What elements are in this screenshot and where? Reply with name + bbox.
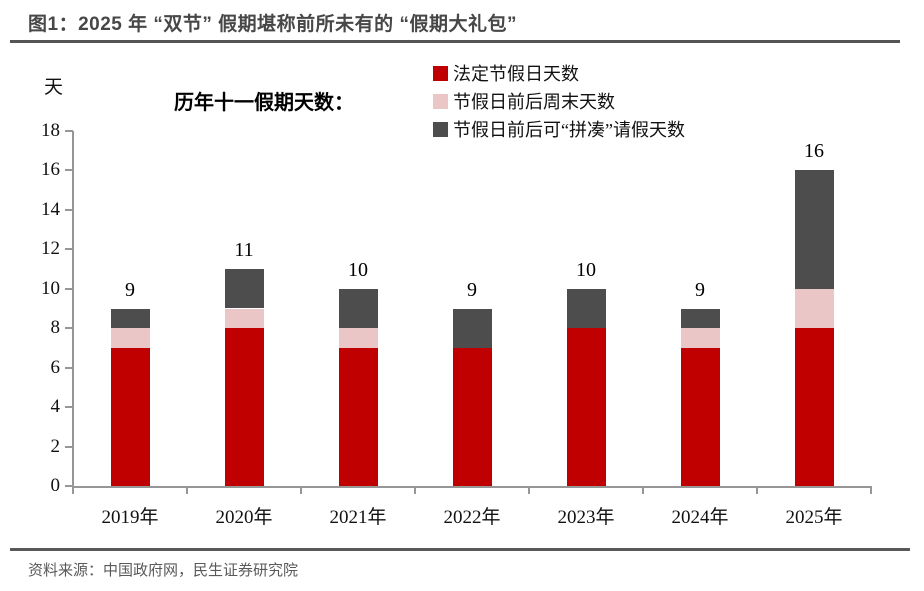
x-axis-tick (186, 486, 188, 494)
x-axis-category-label: 2025年 (785, 507, 843, 528)
x-axis-tick (642, 486, 644, 494)
bar-segment (452, 347, 492, 486)
y-axis-tick (65, 327, 73, 330)
x-axis-tick (528, 486, 530, 494)
x-axis-category-label: 2023年 (557, 507, 615, 528)
figure-title: 图1：2025 年 “双节” 假期堪称前所未有的 “假期大礼包” (28, 14, 517, 35)
bar-segment (680, 308, 720, 329)
legend-label: 节假日前后周末天数 (453, 92, 615, 112)
bar-segment (224, 269, 264, 309)
legend: 法定节假日天数节假日前后周末天数节假日前后可“拼凑”请假天数 (433, 62, 685, 146)
y-axis-tick (65, 406, 73, 409)
x-axis-category-label: 2019年 (101, 507, 159, 528)
bar-total-label: 9 (695, 278, 705, 301)
bar-segment (794, 288, 834, 329)
bar-total-label: 11 (234, 239, 254, 262)
x-axis-tick (72, 486, 74, 494)
y-axis-tick-label: 6 (50, 356, 61, 378)
legend-item: 法定节假日天数 (433, 62, 685, 84)
y-axis-tick (65, 208, 73, 211)
x-axis-tick (870, 486, 872, 494)
y-axis-tick-label: 10 (41, 277, 60, 299)
bar-segment (338, 347, 378, 486)
x-axis-category-label: 2021年 (329, 507, 387, 528)
footer-rule (10, 548, 910, 551)
bar-total-label: 9 (125, 278, 135, 301)
bar-segment (224, 328, 264, 486)
y-axis-tick-label: 12 (41, 238, 60, 260)
y-axis-tick (65, 485, 73, 487)
bar-segment (566, 288, 606, 329)
bar-segment (338, 328, 378, 348)
legend-swatch-icon (433, 93, 448, 109)
title-underline (10, 40, 900, 43)
x-axis-category-label: 2022年 (443, 507, 501, 528)
legend-item: 节假日前后可“拼凑”请假天数 (433, 118, 685, 140)
bar-segment (452, 308, 492, 348)
x-axis-tick (300, 486, 302, 494)
plot-area: 0 2 4 6 8 10 12 14 16 18 9 2019年 11 2020年 10 2021年 9 2022… (41, 120, 872, 528)
bar-total-label: 10 (348, 258, 368, 281)
legend-swatch-icon (433, 121, 448, 137)
y-axis-tick (65, 287, 73, 290)
bar-total-label: 10 (576, 258, 596, 281)
bar-segment (338, 288, 378, 329)
y-axis-tick-label: 16 (41, 159, 60, 181)
bar-total-label: 16 (804, 140, 824, 163)
x-axis-category-label: 2024年 (671, 507, 729, 528)
bar-segment (224, 308, 264, 329)
y-axis-line (72, 131, 74, 486)
bar-segment (566, 328, 606, 486)
bar-segment (680, 347, 720, 486)
y-axis-tick (65, 169, 73, 172)
chart-subtitle: 历年十一假期天数： (174, 92, 354, 114)
y-axis-tick-label: 4 (50, 396, 61, 418)
legend-item: 节假日前后周末天数 (433, 90, 685, 112)
bar-segment (110, 347, 150, 486)
y-axis-tick (65, 130, 73, 132)
x-axis-line (72, 486, 871, 488)
legend-label: 法定节假日天数 (453, 64, 579, 84)
y-axis-tick (65, 248, 73, 251)
bar-segment (794, 328, 834, 486)
y-axis-tick-label: 0 (50, 475, 61, 496)
bar-segment (110, 308, 150, 329)
bar-segment (110, 328, 150, 348)
y-axis-unit-label: 天 (44, 77, 64, 98)
bar-segment (680, 328, 720, 348)
x-axis-category-label: 2020年 (215, 507, 273, 528)
x-axis-tick (756, 486, 758, 494)
y-axis-tick (65, 445, 73, 448)
y-axis-tick (65, 366, 73, 369)
y-axis-tick-label: 8 (50, 317, 61, 339)
bar-segment (794, 170, 834, 289)
legend-swatch-icon (433, 65, 448, 81)
x-axis-tick (414, 486, 416, 494)
y-axis-tick-label: 14 (41, 198, 60, 220)
legend-label: 节假日前后可“拼凑”请假天数 (453, 120, 685, 140)
bar-total-label: 9 (467, 278, 477, 301)
y-axis-tick-label: 18 (41, 120, 60, 141)
source-note: 资料来源：中国政府网，民生证券研究院 (28, 562, 299, 579)
y-axis-tick-label: 2 (50, 435, 61, 457)
